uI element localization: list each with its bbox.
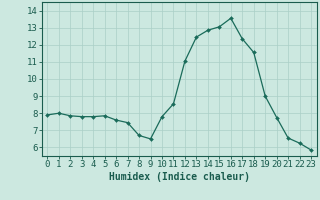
X-axis label: Humidex (Indice chaleur): Humidex (Indice chaleur) [109,172,250,182]
